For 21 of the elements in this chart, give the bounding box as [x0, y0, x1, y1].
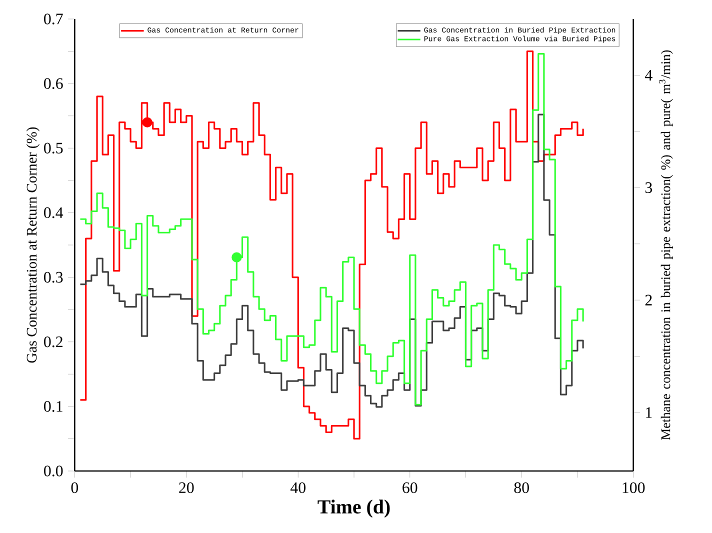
y-tick-label: 0.6	[44, 78, 63, 89]
y-tick-label: 0.5	[44, 142, 63, 154]
y-axis-title: Gas Concentration at Return Corner (%)	[26, 127, 40, 363]
x-tick-label: 40	[290, 482, 306, 494]
y-tick-label: 0.4	[44, 207, 64, 218]
y2-axis-title: Methane concentration in buried pipe extraction( %) and pure( m$^{3}$/min)	[659, 50, 673, 440]
x-axis-title: Time (d)	[318, 500, 390, 518]
y-tick-label: 0.2	[44, 336, 62, 348]
y2-tick-label: 3	[645, 182, 652, 193]
x-tick-label: 100	[622, 482, 645, 494]
y2-tick-label: 4	[644, 70, 652, 80]
y-tick-label: 0.7	[44, 14, 63, 24]
x-tick-label: 0	[71, 482, 78, 494]
x-tick-label: 20	[179, 482, 194, 494]
x-tick-label: 80	[514, 482, 529, 494]
y2-tick-label: 2	[645, 294, 652, 306]
y-tick-label: 0.1	[44, 401, 62, 412]
x-tick-label: 60	[402, 482, 418, 494]
y2-tick-label: 1	[646, 407, 652, 418]
y-tick-label: 0.3	[44, 272, 63, 283]
y-tick-label: 0.0	[44, 466, 63, 476]
